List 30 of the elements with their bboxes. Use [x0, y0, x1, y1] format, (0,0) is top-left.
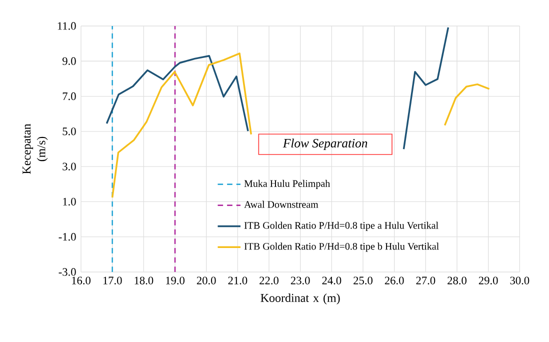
y-axis-title: Kecepatan (m/s) — [22, 124, 48, 174]
y-tick-label: 3.0 — [62, 162, 76, 170]
x-tick-label: 30.0 — [510, 276, 530, 284]
x-tick-label: 23.0 — [290, 276, 310, 284]
x-tick-label: 18.0 — [134, 276, 154, 284]
y-tick-label: 5.0 — [62, 128, 76, 136]
legend-label: ITB Golden Ratio P/Hd=0.8 tipe b Hulu Vertikal — [244, 242, 439, 252]
y-tick-label: 9.0 — [62, 57, 76, 65]
x-axis-title: Koordinat x (m) — [260, 294, 340, 304]
x-tick-label: 16.0 — [72, 276, 90, 284]
y-tick-label: 7.0 — [62, 92, 76, 100]
legend-label: Muka Hulu Pelimpah — [244, 180, 330, 189]
x-tick-label: 26.0 — [384, 276, 404, 284]
y-tick-label: -3.0 — [58, 268, 76, 276]
x-tick-label: 20.0 — [196, 276, 216, 284]
annotation: Flow Separation — [282, 138, 368, 150]
x-tick-label: 28.0 — [448, 276, 466, 284]
x-tick-label: 29.0 — [478, 276, 498, 284]
x-tick-label: 27.0 — [416, 276, 436, 284]
x-tick-label: 17.0 — [103, 276, 122, 284]
legend-label: Awal Downstream — [244, 200, 318, 208]
y-tick-label: 11.0 — [58, 22, 76, 30]
x-tick-label: 19.0 — [166, 276, 184, 284]
y-tick-label: 1.0 — [63, 198, 76, 206]
x-tick-label: 21.0 — [228, 276, 248, 284]
y-tick-label: -1.0 — [58, 233, 76, 241]
x-tick-label: 25.0 — [354, 276, 372, 284]
x-tick-label: 24.0 — [322, 276, 342, 284]
legend-label: ITB Golden Ratio P/Hd=0.8 tipe a Hulu Vertikal — [244, 222, 438, 231]
x-tick-label: 22.0 — [260, 276, 278, 284]
